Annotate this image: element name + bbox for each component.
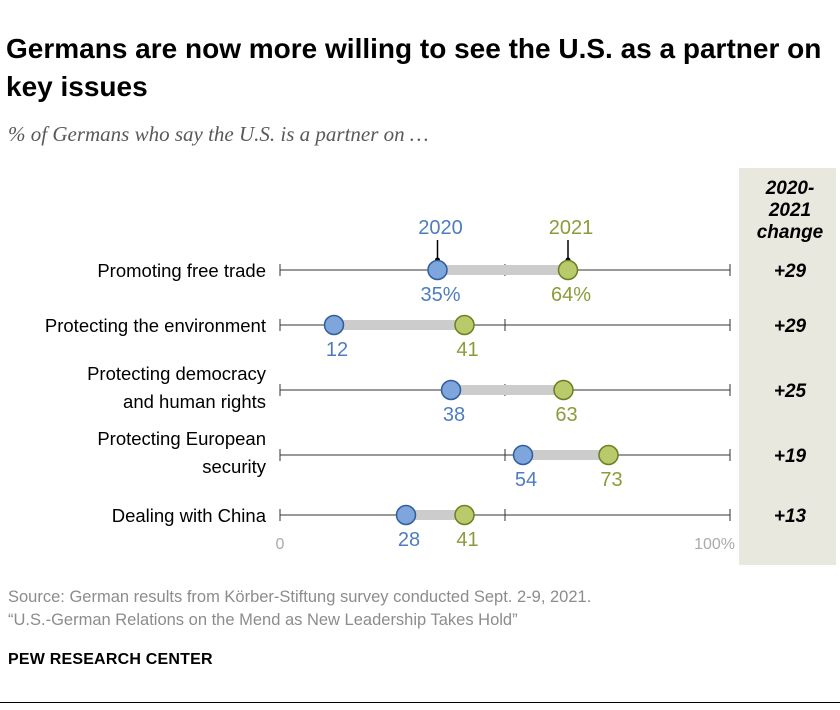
value-label-2020: 38: [443, 404, 465, 426]
value-label-2020: 35%: [420, 284, 460, 306]
change-value: +29: [774, 316, 807, 337]
source-note: Source: German results from Körber-Stift…: [8, 586, 591, 632]
row-label: Protecting European: [97, 428, 266, 449]
row-label: and human rights: [123, 391, 266, 412]
change-panel: [739, 168, 836, 565]
change-value: +19: [774, 446, 807, 467]
point-2021: [557, 259, 579, 281]
axis-max-label: 100%: [694, 536, 735, 553]
legend-2021: 2021: [549, 217, 594, 239]
point-2020: [440, 379, 462, 401]
value-label-2020: 54: [515, 469, 537, 491]
change-header: 2020-: [765, 178, 815, 199]
point-2021: [553, 379, 574, 401]
connector-bar: [523, 450, 609, 460]
change-value: +13: [774, 506, 807, 527]
bottom-rule: [0, 702, 840, 703]
connector-bar: [334, 320, 465, 330]
source-line-1: Source: German results from Körber-Stift…: [8, 588, 592, 606]
row-label: Protecting democracy: [87, 363, 267, 384]
value-label-2020: 12: [326, 339, 348, 361]
chart-subtitle: % of Germans who say the U.S. is a partn…: [8, 122, 429, 146]
value-label-2021: 73: [600, 469, 622, 491]
point-2020: [427, 259, 448, 281]
value-label-2021: 41: [456, 529, 478, 551]
point-2020: [395, 504, 417, 526]
source-line-2: “U.S.-German Relations on the Mend as Ne…: [8, 611, 518, 629]
change-value: +25: [774, 381, 807, 402]
point-2021: [598, 444, 619, 466]
point-2021: [454, 504, 475, 526]
chart-title: Germans are now more willing to see the …: [6, 33, 822, 102]
value-label-2020: 28: [398, 529, 420, 551]
value-label-2021: 41: [456, 339, 478, 361]
connector-bar: [406, 510, 465, 520]
pew-logo: PEW RESEARCH CENTER: [8, 651, 213, 668]
row-label: Dealing with China: [112, 505, 267, 526]
row-label: security: [202, 456, 266, 477]
legend-2020: 2020: [418, 217, 463, 239]
change-value: +29: [774, 261, 807, 282]
point-2020: [512, 444, 534, 466]
row-label: Promoting free trade: [97, 260, 266, 281]
connector-bar: [437, 265, 568, 275]
value-label-2021: 63: [555, 404, 577, 426]
connector-bar: [451, 385, 564, 395]
change-header: 2021: [768, 200, 811, 221]
point-2020: [323, 314, 345, 336]
point-2021: [454, 314, 475, 336]
change-header: change: [757, 222, 824, 243]
row-label: Protecting the environment: [45, 315, 266, 336]
value-label-2021: 64%: [551, 284, 591, 306]
axis-min-label: 0: [276, 536, 285, 553]
